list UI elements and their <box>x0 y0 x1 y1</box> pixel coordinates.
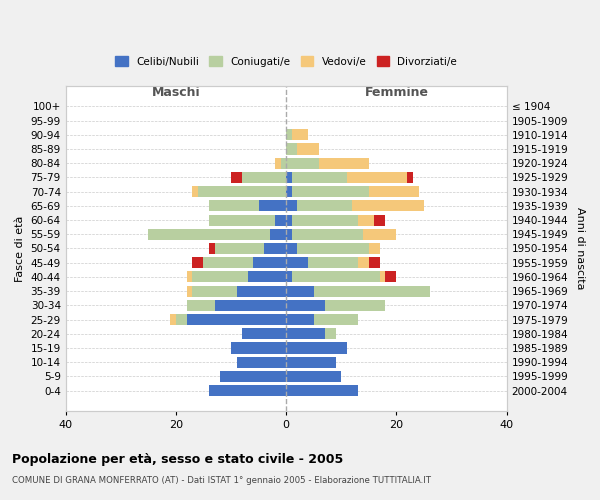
Bar <box>193 286 236 296</box>
Bar <box>358 257 369 268</box>
Bar <box>242 328 286 340</box>
Bar <box>193 186 198 197</box>
Text: Maschi: Maschi <box>152 86 200 99</box>
Bar <box>369 186 419 197</box>
Bar <box>281 158 286 168</box>
Bar <box>286 342 347 353</box>
Bar <box>292 172 347 183</box>
Bar <box>374 214 385 226</box>
Bar <box>209 243 215 254</box>
Bar <box>319 158 369 168</box>
Bar <box>286 228 292 240</box>
Bar <box>286 272 292 282</box>
Bar <box>242 172 286 183</box>
Bar <box>215 243 264 254</box>
Bar <box>253 257 286 268</box>
Bar <box>286 158 319 168</box>
Bar <box>259 200 286 211</box>
Bar <box>347 172 407 183</box>
Bar <box>292 186 369 197</box>
Bar <box>292 214 358 226</box>
Bar <box>236 356 286 368</box>
Bar <box>325 328 336 340</box>
Bar <box>187 286 193 296</box>
Bar <box>187 272 193 282</box>
Bar <box>369 257 380 268</box>
Bar <box>198 186 286 197</box>
Bar <box>380 272 385 282</box>
Bar <box>286 286 314 296</box>
Bar <box>187 300 215 311</box>
Bar <box>325 300 385 311</box>
Bar <box>215 300 286 311</box>
Y-axis label: Fasce di età: Fasce di età <box>15 216 25 282</box>
Bar <box>203 257 253 268</box>
Bar <box>286 243 297 254</box>
Bar <box>286 257 308 268</box>
Bar <box>248 272 286 282</box>
Text: Popolazione per età, sesso e stato civile - 2005: Popolazione per età, sesso e stato civil… <box>12 452 343 466</box>
Bar <box>286 129 292 140</box>
Bar <box>292 228 364 240</box>
Bar <box>170 314 176 325</box>
Bar <box>297 243 369 254</box>
Bar <box>364 228 397 240</box>
Bar <box>286 144 297 154</box>
Bar <box>369 243 380 254</box>
Bar <box>209 200 259 211</box>
Legend: Celibi/Nubili, Coniugati/e, Vedovi/e, Divorziati/e: Celibi/Nubili, Coniugati/e, Vedovi/e, Di… <box>111 52 461 71</box>
Bar <box>286 214 292 226</box>
Bar <box>314 314 358 325</box>
Bar <box>358 214 374 226</box>
Bar <box>269 228 286 240</box>
Bar <box>275 158 281 168</box>
Bar <box>193 257 203 268</box>
Bar <box>209 214 275 226</box>
Bar <box>286 371 341 382</box>
Bar <box>231 342 286 353</box>
Bar <box>297 200 352 211</box>
Bar <box>286 186 292 197</box>
Bar <box>275 214 286 226</box>
Text: COMUNE DI GRANA MONFERRATO (AT) - Dati ISTAT 1° gennaio 2005 - Elaborazione TUTT: COMUNE DI GRANA MONFERRATO (AT) - Dati I… <box>12 476 431 485</box>
Bar <box>286 385 358 396</box>
Bar <box>286 200 297 211</box>
Bar <box>193 272 248 282</box>
Bar <box>231 172 242 183</box>
Bar <box>286 172 292 183</box>
Bar <box>308 257 358 268</box>
Text: Femmine: Femmine <box>364 86 428 99</box>
Bar <box>385 272 397 282</box>
Bar <box>264 243 286 254</box>
Bar <box>314 286 430 296</box>
Bar <box>292 272 380 282</box>
Bar <box>286 328 325 340</box>
Bar <box>286 300 325 311</box>
Bar <box>209 385 286 396</box>
Bar <box>286 356 336 368</box>
Y-axis label: Anni di nascita: Anni di nascita <box>575 207 585 290</box>
Bar <box>297 144 319 154</box>
Bar <box>187 314 286 325</box>
Bar <box>352 200 424 211</box>
Bar <box>220 371 286 382</box>
Bar <box>236 286 286 296</box>
Bar <box>176 314 187 325</box>
Bar <box>286 314 314 325</box>
Bar <box>148 228 269 240</box>
Bar <box>407 172 413 183</box>
Bar <box>292 129 308 140</box>
